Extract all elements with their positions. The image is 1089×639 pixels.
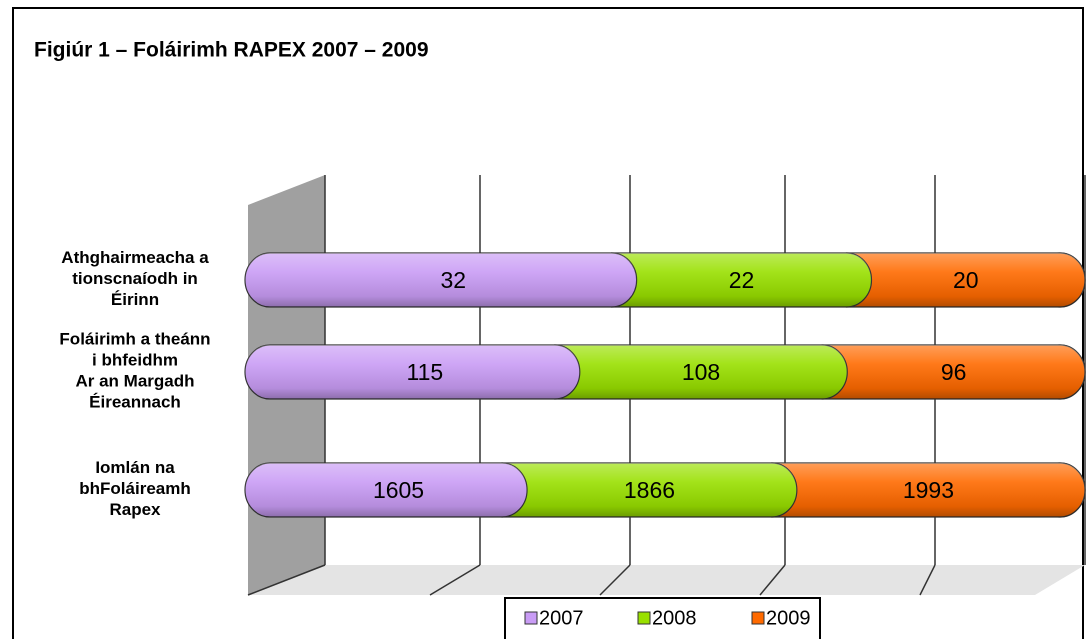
bar-shade	[502, 463, 797, 517]
data-label: 108	[682, 359, 720, 385]
data-label: 115	[407, 359, 444, 385]
category-label: Athghairmeacha a tionscnaíodh in Éirinn	[61, 248, 209, 309]
legend-label: 2007	[539, 607, 584, 629]
data-label: 20	[953, 267, 979, 293]
bar-shade	[245, 345, 580, 399]
data-label: 96	[941, 359, 967, 385]
legend-label: 2008	[652, 607, 697, 629]
bar-shade	[771, 463, 1085, 517]
legend-swatch	[637, 611, 651, 625]
category-label: Foláirimh a theánn i bhfeidhm Ar an Margad…	[59, 330, 210, 412]
bar-shade	[554, 345, 848, 399]
legend-swatch	[524, 611, 538, 625]
data-label: 1993	[903, 477, 954, 503]
data-label: 22	[729, 267, 755, 293]
bar-shade	[822, 345, 1085, 399]
legend	[504, 597, 821, 639]
data-label: 1866	[624, 477, 675, 503]
bar-shade	[611, 253, 872, 307]
bar-shade	[245, 253, 637, 307]
bar-shade	[846, 253, 1085, 307]
data-label: 1605	[373, 477, 424, 503]
legend-label: 2009	[766, 607, 811, 629]
legend-swatch	[751, 611, 765, 625]
frame	[12, 7, 1084, 639]
category-label: Iomlán na bhFoláireamh Rapex	[79, 458, 190, 519]
data-label: 32	[441, 267, 467, 293]
chart-title: Figiúr 1 – Foláirimh RAPEX 2007 – 2009	[34, 39, 429, 62]
bar-shade	[245, 463, 528, 517]
